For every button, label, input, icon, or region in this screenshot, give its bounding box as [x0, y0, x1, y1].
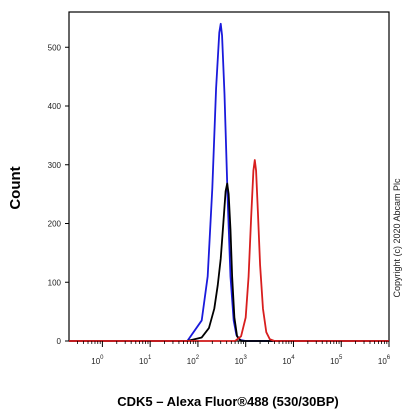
x-axis-title: CDK5 – Alexa Fluor®488 (530/30BP) [117, 394, 339, 409]
y-axis: 0 100 200 300 400 500 [48, 43, 69, 346]
y-tick-label: 400 [48, 102, 62, 111]
x-tick-label: 101 [139, 355, 152, 366]
y-tick-label: 300 [48, 161, 62, 170]
x-tick-label: 100 [91, 355, 104, 366]
series-layer [69, 22, 389, 342]
x-tick-label: 105 [330, 355, 343, 366]
x-tick-label: 102 [187, 355, 200, 366]
copyright-notice: Copyright (c) 2020 Abcam Plc [392, 178, 402, 298]
y-tick-label: 500 [48, 43, 62, 52]
x-tick-label: 103 [235, 355, 248, 366]
y-tick-label: 0 [57, 337, 62, 346]
histogram-line-3 [69, 159, 389, 342]
plot-frame [68, 11, 390, 342]
x-tick-label: 106 [378, 355, 391, 366]
histogram-line-2 [69, 182, 389, 342]
x-axis: 100 101 102 103 104 105 106 [77, 341, 391, 366]
histogram-line-1 [69, 22, 389, 342]
y-tick-label: 100 [48, 278, 62, 287]
x-tick-label: 104 [282, 355, 295, 366]
y-tick-label: 200 [48, 220, 62, 229]
y-axis-title: Count [7, 166, 24, 209]
